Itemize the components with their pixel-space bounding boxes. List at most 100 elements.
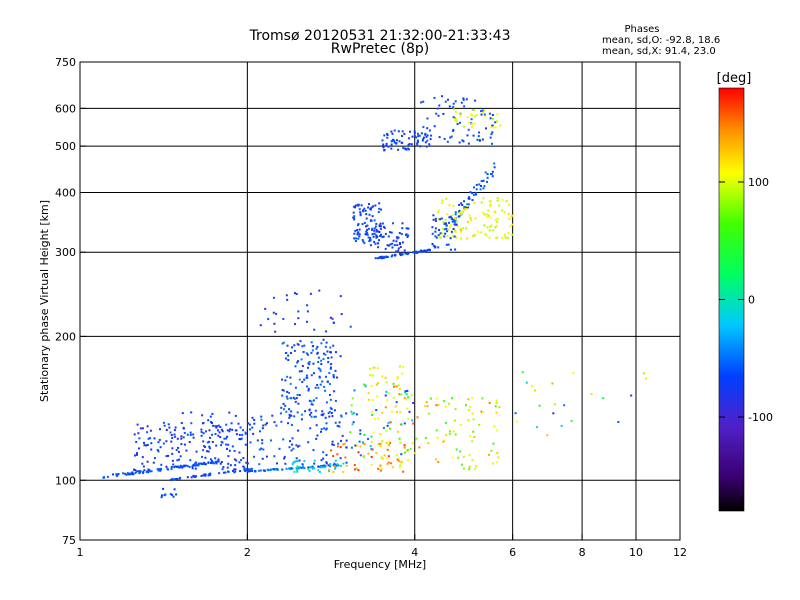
echo-point [494,226,497,229]
echo-point [262,448,265,451]
echo-point [478,131,480,134]
echo-point [490,449,493,452]
echo-point [474,99,477,102]
echo-point [468,454,471,456]
echo-point [468,196,471,199]
echo-point [472,193,475,196]
echo-point [158,438,161,441]
echo-point [257,469,260,472]
echo-point [180,437,183,440]
echo-point [391,246,394,249]
echo-point [431,226,434,229]
echo-point [218,431,221,434]
echo-point [375,452,378,454]
echo-point [452,116,455,119]
echo-point [493,162,496,165]
echo-point [320,459,323,462]
echo-point [157,441,160,444]
echo-point [464,206,467,209]
echo-point [296,393,299,396]
echo-point [293,397,296,400]
echo-point [500,236,503,239]
echo-point [142,472,145,474]
echo-point [363,433,366,436]
echo-point [207,419,210,422]
echo-point [373,240,376,243]
echo-point [220,444,222,447]
echo-point [353,216,355,219]
echo-point [446,230,448,233]
echo-point [422,136,425,139]
echo-point [261,457,264,460]
echo-point [316,434,319,437]
echo-point [416,139,419,142]
echo-point [289,382,292,385]
echo-point [424,436,427,439]
echo-point [503,233,506,236]
echo-point [501,198,504,201]
echo-point [324,345,327,348]
echo-point [505,200,508,203]
echo-point [337,464,340,467]
echo-point [376,395,379,398]
echo-point [448,204,451,207]
echo-point [340,439,342,442]
echo-point [219,436,222,439]
echo-point [293,344,296,347]
echo-point [195,475,198,478]
echo-point [380,456,383,459]
echo-point [448,221,450,224]
echo-point [401,135,403,137]
echo-point [322,358,325,361]
echo-point [169,478,172,481]
echo-point [458,209,461,212]
echo-point [244,443,247,446]
echo-point [438,104,441,107]
echo-point [208,429,211,432]
echo-point [321,465,324,468]
echo-point [553,403,556,406]
echo-point [491,124,494,127]
echo-point [498,204,501,207]
echo-point [298,459,301,462]
echo-point [406,449,409,452]
y-tick-label: 100 [55,474,76,487]
echo-point [247,422,250,425]
echo-point [249,441,252,444]
echo-point [328,383,331,385]
echo-point [439,218,442,221]
echo-point [307,362,310,365]
echo-point [238,433,241,436]
echo-point [242,465,245,468]
echo-cluster [102,460,220,479]
echo-point [390,143,393,146]
echo-point [467,142,470,145]
echo-point [401,252,404,255]
echo-point [217,429,219,432]
echo-point [186,476,189,479]
echo-point [223,437,226,440]
echo-point [272,296,275,299]
echo-point [230,422,233,425]
echo-point [206,450,208,453]
echo-point [399,254,402,257]
echo-point [376,242,379,245]
echo-point [357,204,360,207]
echo-point [401,141,404,144]
echo-point [395,401,398,404]
echo-point [329,406,332,409]
echo-point [282,389,285,392]
echo-point [425,145,428,148]
echo-point [442,112,445,115]
echo-point [434,230,437,233]
echo-point [404,391,407,394]
y-tick-label: 300 [55,246,76,259]
echo-point [388,440,391,443]
echo-point [402,146,405,149]
echo-point [536,426,539,429]
echo-point [454,408,457,411]
echo-point [449,248,452,251]
echo-point [171,447,174,450]
echo-point [171,477,174,480]
echo-point [135,470,138,473]
